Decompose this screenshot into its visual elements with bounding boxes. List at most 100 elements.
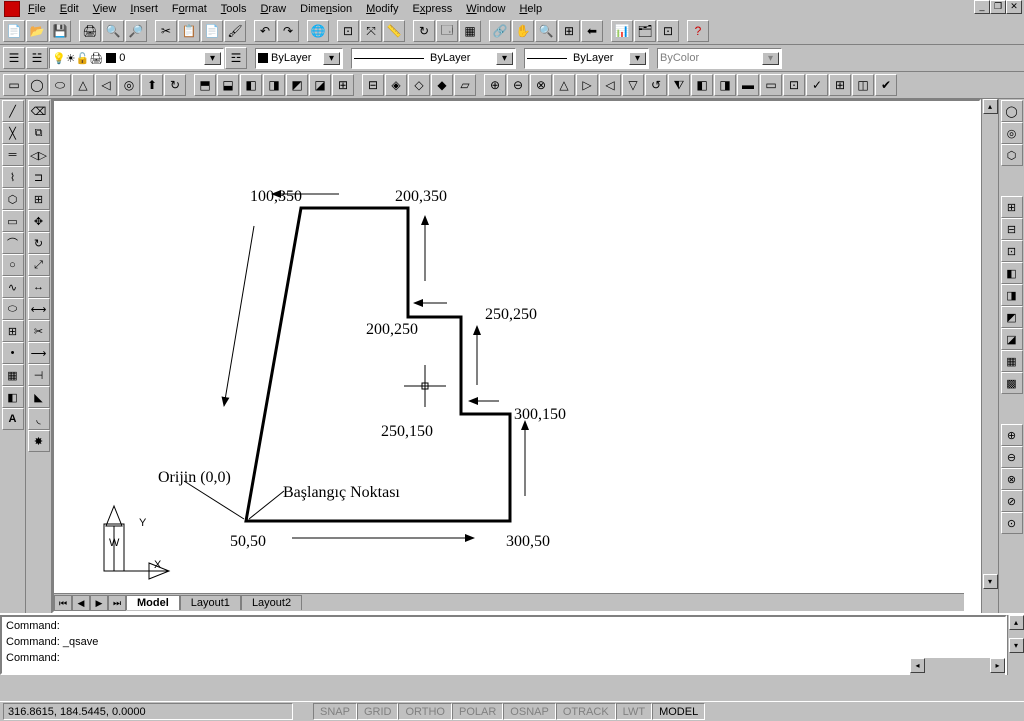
menu-help[interactable]: Help	[513, 2, 548, 16]
separate-button[interactable]: ⊞	[829, 74, 851, 96]
ucs-button[interactable]: ⤧	[360, 20, 382, 42]
preview-button[interactable]: 🔍	[102, 20, 124, 42]
ext-face-button[interactable]: △	[553, 74, 575, 96]
menu-insert[interactable]: Insert	[124, 2, 164, 16]
drawing-canvas[interactable]: Y X W 100,350 200,350 250,250 200,250 30…	[52, 99, 981, 613]
array-button[interactable]: ⊞	[28, 188, 50, 210]
namedview-button[interactable]: ▦	[459, 20, 481, 42]
layer-mgr-button[interactable]: ☰	[3, 47, 25, 69]
menu-modify[interactable]: Modify	[360, 2, 404, 16]
copy-button[interactable]: 📋	[178, 20, 200, 42]
cmd-scroll-right[interactable]: ▸	[990, 658, 1005, 673]
zoomprev-button[interactable]: ⬅	[581, 20, 603, 42]
save-button[interactable]: 💾	[49, 20, 71, 42]
sphere-button[interactable]: ◯	[26, 74, 48, 96]
vscrollbar[interactable]: ▴ ▾	[981, 99, 998, 613]
color-edge-button[interactable]: ▬	[737, 74, 759, 96]
lineweight-dropdown[interactable]: ByLayer	[524, 48, 649, 69]
revolve-button[interactable]: ↻	[164, 74, 186, 96]
cmd-scroll-left[interactable]: ◂	[910, 658, 925, 673]
scroll-up-button[interactable]: ▴	[983, 99, 998, 114]
dbconnect-button[interactable]: 🔗	[489, 20, 511, 42]
rt-btn-3[interactable]: ⬡	[1001, 144, 1023, 166]
cmd-scroll-up[interactable]: ▴	[1009, 615, 1024, 630]
layer-dropdown[interactable]: 💡 ☀ 🔓 🖨 0	[49, 48, 224, 69]
new-button[interactable]: 📄	[3, 20, 25, 42]
rect-button[interactable]: ▭	[2, 210, 24, 232]
stretch-button[interactable]: ↔	[28, 276, 50, 298]
layer-prev-button[interactable]: ☱	[26, 47, 48, 69]
scale-button[interactable]: ⤢	[28, 254, 50, 276]
check-button[interactable]: ✔	[875, 74, 897, 96]
restore-button[interactable]: ❐	[990, 0, 1006, 14]
polygon-button[interactable]: ⬡	[2, 188, 24, 210]
tab-model[interactable]: Model	[126, 595, 180, 610]
cmd-vscroll[interactable]: ▴ ▾	[1007, 615, 1024, 675]
tab-first-button[interactable]: ⏮	[54, 595, 72, 611]
snap-toggle[interactable]: SNAP	[313, 703, 357, 720]
osnap-button[interactable]: ⊡	[337, 20, 359, 42]
rt-btn-17[interactable]: ⊙	[1001, 512, 1023, 534]
arc-button[interactable]: ⌒	[2, 232, 24, 254]
aerial-button[interactable]: 🗔	[436, 20, 458, 42]
menu-tools[interactable]: Tools	[215, 2, 253, 16]
cyl-button[interactable]: ⬭	[49, 74, 71, 96]
rt-btn-12[interactable]: ▩	[1001, 372, 1023, 394]
color-face-button[interactable]: ◧	[691, 74, 713, 96]
undo-button[interactable]: ↶	[254, 20, 276, 42]
tab-layout1[interactable]: Layout1	[180, 595, 241, 610]
setup-button[interactable]: ⊞	[332, 74, 354, 96]
extrude-button[interactable]: ⬆	[141, 74, 163, 96]
rt-btn-16[interactable]: ⊘	[1001, 490, 1023, 512]
del-face-button[interactable]: ▽	[622, 74, 644, 96]
tab-layout2[interactable]: Layout2	[241, 595, 302, 610]
taper-face-button[interactable]: ⧨	[668, 74, 690, 96]
pline-button[interactable]: ⌇	[2, 166, 24, 188]
menu-express[interactable]: Express	[407, 2, 459, 16]
imprint-button[interactable]: ⊡	[783, 74, 805, 96]
redo-button[interactable]: ↷	[277, 20, 299, 42]
text-button[interactable]: A	[2, 408, 24, 430]
copy-obj-button[interactable]: ⧉	[28, 122, 50, 144]
move-button[interactable]: ✥	[28, 210, 50, 232]
block-button[interactable]: ⊞	[2, 320, 24, 342]
3darray-button[interactable]: ⊟	[362, 74, 384, 96]
redraw-button[interactable]: ↻	[413, 20, 435, 42]
spline-button[interactable]: ∿	[2, 276, 24, 298]
tab-next-button[interactable]: ▶	[90, 595, 108, 611]
shell-button[interactable]: ◫	[852, 74, 874, 96]
adc-button[interactable]: 🗂	[634, 20, 656, 42]
rt-btn-11[interactable]: ▦	[1001, 350, 1023, 372]
help-button[interactable]: ?	[687, 20, 709, 42]
rt-btn-2[interactable]: ◎	[1001, 122, 1023, 144]
rt-btn-10[interactable]: ◪	[1001, 328, 1023, 350]
props-button[interactable]: 📊	[611, 20, 633, 42]
rt-btn-7[interactable]: ◧	[1001, 262, 1023, 284]
layer-make-button[interactable]: ☲	[225, 47, 247, 69]
copy-face-button[interactable]: ◨	[714, 74, 736, 96]
move-face-button[interactable]: ▷	[576, 74, 598, 96]
xline-button[interactable]: ╳	[2, 122, 24, 144]
scroll-down-button[interactable]: ▾	[983, 574, 998, 589]
cut-button[interactable]: ✂	[155, 20, 177, 42]
menu-edit[interactable]: Edit	[54, 2, 85, 16]
grid-toggle[interactable]: GRID	[357, 703, 399, 720]
rt-btn-4[interactable]: ⊞	[1001, 196, 1023, 218]
union-button[interactable]: ⊕	[484, 74, 506, 96]
command-text[interactable]: Command: Command: _qsave Command:	[0, 615, 1007, 675]
wedge-button[interactable]: ◁	[95, 74, 117, 96]
intersect-button[interactable]: ⊗	[530, 74, 552, 96]
menu-view[interactable]: View	[87, 2, 123, 16]
slice-button[interactable]: ⬒	[194, 74, 216, 96]
menu-window[interactable]: Window	[460, 2, 511, 16]
offset-face-button[interactable]: ◁	[599, 74, 621, 96]
trim-button[interactable]: ✂	[28, 320, 50, 342]
osnap-toggle[interactable]: OSNAP	[503, 703, 556, 720]
rt-btn-15[interactable]: ⊗	[1001, 468, 1023, 490]
circle-button[interactable]: ○	[2, 254, 24, 276]
ortho-toggle[interactable]: ORTHO	[398, 703, 452, 720]
matchprops-button[interactable]: 🖌	[224, 20, 246, 42]
linetype-dropdown[interactable]: ByLayer	[351, 48, 516, 69]
box-button[interactable]: ▭	[3, 74, 25, 96]
section-button[interactable]: ⬓	[217, 74, 239, 96]
